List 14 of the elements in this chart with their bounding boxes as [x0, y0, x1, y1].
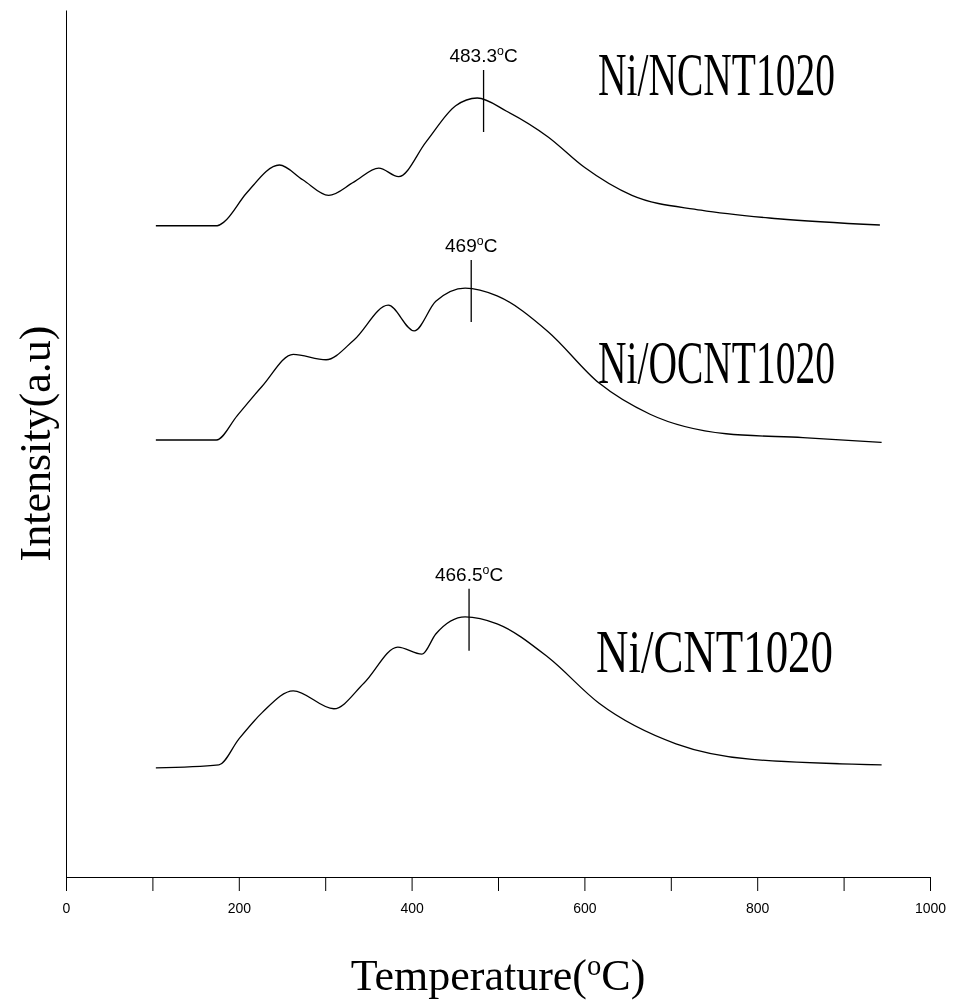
annotation: 466.5$^{o}$C: [434, 562, 504, 585]
x-tick-label: 200: [227, 899, 252, 916]
y-axis-title: Intensity(a.u): [11, 325, 60, 562]
x-tick-label: 600: [573, 899, 597, 916]
x-axis-title: Temperature($^{o}$C): [350, 949, 646, 1000]
x-tick-label: 400: [400, 899, 424, 916]
x-tick-label: 0: [62, 899, 71, 916]
annotation: 483.3$^{o}$C: [449, 44, 518, 66]
x-tick-label: 1000: [914, 899, 947, 916]
x-tick-label: 800: [746, 899, 770, 916]
series-label: Ni/OCNT1020: [598, 328, 957, 396]
legend-label: Ni/CNT1020: [596, 617, 924, 685]
legend-label: Ni/NCNT1020: [598, 40, 957, 108]
annotation: 469$^{o}$C: [445, 234, 498, 257]
